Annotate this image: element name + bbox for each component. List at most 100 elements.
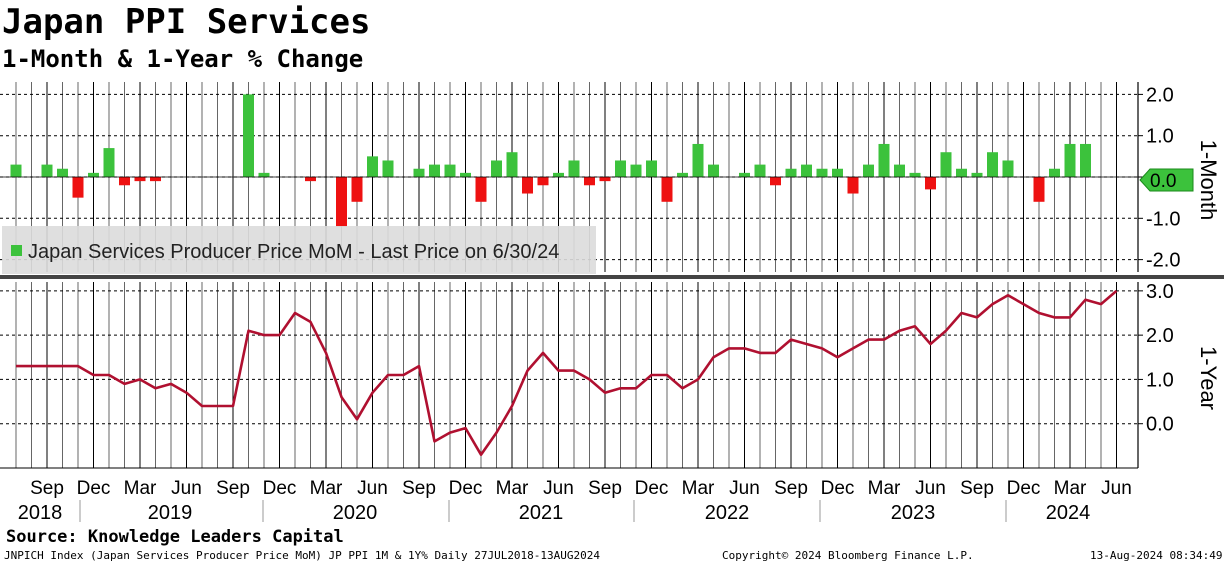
x-year-label: 2024 xyxy=(1046,502,1091,524)
x-year-label: 2023 xyxy=(891,502,936,524)
mom-bar xyxy=(816,168,828,177)
chart-subtitle: 1-Month & 1-Year % Change xyxy=(2,45,364,73)
mom-bar xyxy=(41,164,53,177)
mom-bar xyxy=(770,177,781,186)
source-note: Source: Knowledge Leaders Capital xyxy=(6,527,344,547)
mom-bar xyxy=(429,164,440,177)
mom-bar xyxy=(336,177,347,227)
mom-bar xyxy=(630,164,642,177)
bottom-y-ticks: 3.0 2.0 1.0 0.0 xyxy=(1138,281,1174,436)
mom-bar xyxy=(134,177,146,182)
y-tick-label: 2.0 xyxy=(1146,325,1174,347)
legend-background xyxy=(2,226,596,274)
x-month-label: Mar xyxy=(496,478,529,499)
x-month-label: Dec xyxy=(449,478,483,499)
x-year-label: 2018 xyxy=(18,502,63,524)
mom-bar xyxy=(57,168,68,177)
mom-bar xyxy=(801,164,812,177)
mom-bar xyxy=(88,172,99,177)
x-month-label: Jun xyxy=(915,478,946,499)
x-month-label: Jun xyxy=(357,478,388,499)
mom-bar xyxy=(785,168,797,177)
mom-bar xyxy=(506,152,518,177)
mom-bar xyxy=(692,143,704,177)
mom-bar xyxy=(956,168,967,177)
mom-bar xyxy=(553,172,564,177)
x-month-label: Mar xyxy=(310,478,343,499)
mom-bar xyxy=(382,160,394,177)
x-month-label: Mar xyxy=(124,478,157,499)
mom-bar xyxy=(568,160,580,177)
mom-bar xyxy=(615,160,626,177)
mom-bar xyxy=(1033,177,1045,202)
mom-bar xyxy=(475,177,487,202)
x-month-label: Dec xyxy=(821,478,855,499)
y-tick-label: 1.0 xyxy=(1146,126,1174,148)
mom-bar xyxy=(537,177,549,186)
mom-bar xyxy=(661,177,673,202)
x-month-label: Jun xyxy=(729,478,760,499)
mom-bar xyxy=(243,94,254,177)
yoy-line xyxy=(16,289,1118,457)
mom-bar xyxy=(103,148,115,177)
x-month-label: Jun xyxy=(171,478,202,499)
x-year-label: 2019 xyxy=(148,502,193,524)
mom-bar xyxy=(119,177,130,186)
y-tick-label: -2.0 xyxy=(1146,250,1180,272)
x-month-label: Sep xyxy=(402,478,436,499)
x-month-label: Dec xyxy=(263,478,297,499)
y-tick-label: 0.0 xyxy=(1146,414,1174,436)
mom-bar xyxy=(413,168,425,177)
mom-bar xyxy=(72,177,84,198)
mom-bar xyxy=(677,172,688,177)
mom-bar xyxy=(599,177,611,182)
mom-bar xyxy=(987,152,998,177)
legend-swatch xyxy=(11,245,22,256)
axes xyxy=(0,82,1224,469)
x-month-label: Mar xyxy=(868,478,901,499)
mom-bar xyxy=(351,177,363,202)
mom-bar xyxy=(10,164,22,177)
mom-bar xyxy=(708,164,719,177)
y-tick-label: 2.0 xyxy=(1146,84,1174,106)
mom-bar xyxy=(150,177,161,182)
mom-bar xyxy=(305,177,316,182)
x-month-label: Dec xyxy=(1007,478,1041,499)
mom-bar xyxy=(1049,168,1060,177)
mom-bar xyxy=(739,172,750,177)
copyright: Copyright© 2024 Bloomberg Finance L.P. xyxy=(722,549,974,562)
x-month-label: Sep xyxy=(774,478,808,499)
mom-bar xyxy=(584,177,595,186)
mom-bar xyxy=(460,172,471,177)
x-year-label: 2020 xyxy=(333,502,378,524)
x-year-label: 2021 xyxy=(519,502,564,524)
x-month-label: Dec xyxy=(77,478,111,499)
x-month-label: Sep xyxy=(216,478,250,499)
x-month-label: Sep xyxy=(960,478,994,499)
x-axis-labels: Sep Dec Mar Jun Sep Dec Mar Jun Sep Dec Mar Jun Sep D… xyxy=(18,478,1132,524)
x-month-label: Jun xyxy=(543,478,574,499)
y-tick-label: 1.0 xyxy=(1146,369,1174,391)
x-month-label: Sep xyxy=(588,478,622,499)
mom-bar xyxy=(444,164,456,177)
chart-title: Japan PPI Services xyxy=(2,2,371,42)
mom-bar xyxy=(367,156,378,177)
mom-bar xyxy=(522,177,533,194)
mom-bar xyxy=(894,164,905,177)
index-info: JNPICH Index (Japan Services Producer Pr… xyxy=(4,549,601,562)
last-price-tag-group: 0.0 xyxy=(1139,168,1194,192)
mom-bar xyxy=(878,143,890,177)
x-year-label: 2022 xyxy=(705,502,750,524)
x-month-label: Sep xyxy=(30,478,64,499)
x-month-label: Mar xyxy=(682,478,715,499)
mom-bar xyxy=(491,160,502,177)
last-price-tag-label: 0.0 xyxy=(1150,171,1176,192)
bottom-panel-ylabel: 1-Year xyxy=(1196,346,1221,410)
mom-bar xyxy=(863,164,874,177)
x-month-label: Jun xyxy=(1101,478,1132,499)
mom-bar xyxy=(646,160,657,177)
bottom-panel-grid xyxy=(0,282,1138,468)
yoy-line-group xyxy=(16,289,1118,457)
top-panel-ylabel: 1-Month xyxy=(1196,140,1221,221)
